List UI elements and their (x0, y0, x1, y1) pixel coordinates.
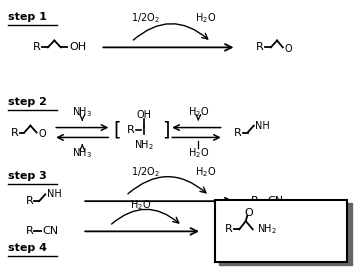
Text: R: R (251, 196, 258, 206)
Text: NH$_2$: NH$_2$ (257, 222, 277, 236)
Text: H$_2$O: H$_2$O (188, 105, 209, 119)
Text: R: R (26, 196, 33, 206)
Text: [: [ (113, 120, 120, 139)
Text: R: R (234, 128, 242, 137)
FancyBboxPatch shape (215, 200, 347, 262)
Text: NH: NH (47, 189, 62, 199)
Text: NH$_3$: NH$_3$ (72, 105, 92, 119)
Text: NH$_3$: NH$_3$ (72, 146, 92, 160)
Text: O: O (284, 44, 292, 54)
Text: CN: CN (267, 196, 283, 206)
Text: step 3: step 3 (8, 171, 47, 181)
Text: R: R (33, 43, 41, 52)
Text: NH$_2$: NH$_2$ (134, 138, 154, 152)
Text: R: R (225, 224, 233, 234)
Text: H$_2$O: H$_2$O (188, 146, 209, 160)
Text: NH: NH (255, 121, 270, 131)
Text: OH: OH (136, 110, 151, 120)
Text: CN: CN (42, 226, 59, 236)
FancyBboxPatch shape (219, 203, 352, 265)
Text: R: R (26, 226, 33, 236)
Text: H$_2$O: H$_2$O (130, 198, 151, 212)
Text: step 1: step 1 (8, 12, 47, 22)
Text: O: O (38, 129, 46, 139)
Text: R: R (127, 125, 135, 135)
Text: OH: OH (70, 43, 87, 52)
Text: step 4: step 4 (8, 243, 47, 253)
Text: H$_2$O: H$_2$O (195, 12, 216, 25)
Text: ]: ] (162, 120, 169, 139)
Text: R: R (256, 43, 264, 52)
Text: step 2: step 2 (8, 97, 47, 107)
Text: 1/2O$_2$: 1/2O$_2$ (131, 12, 160, 25)
Text: 1/2O$_2$: 1/2O$_2$ (131, 165, 160, 179)
Text: H$_2$O: H$_2$O (195, 165, 216, 179)
Text: R: R (11, 128, 19, 137)
Text: O: O (245, 208, 253, 218)
